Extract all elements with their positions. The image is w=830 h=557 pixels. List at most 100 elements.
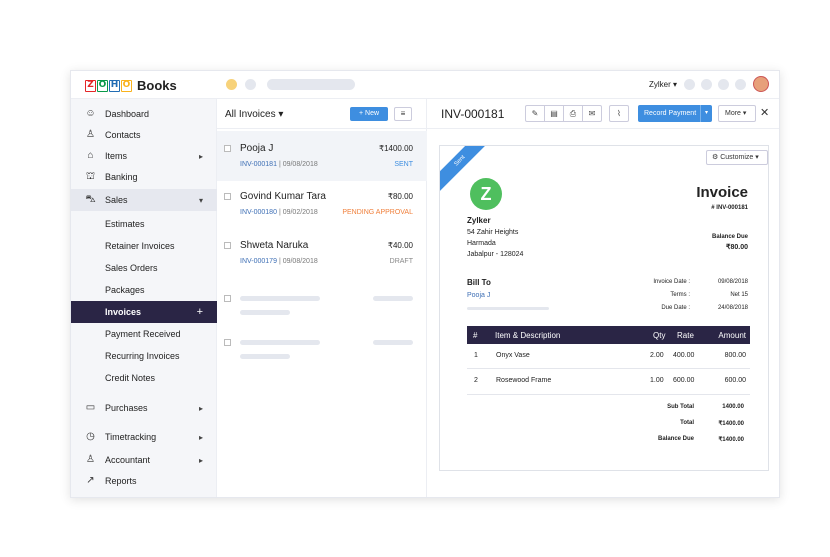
print-button[interactable]: ⎙ bbox=[563, 105, 583, 122]
topbar-icon-4[interactable] bbox=[735, 79, 746, 90]
new-button-label: New bbox=[365, 110, 380, 117]
skeleton-line bbox=[240, 340, 320, 345]
close-icon[interactable]: ✕ bbox=[760, 107, 770, 119]
item-rate: 400.00 bbox=[673, 352, 695, 359]
banking-icon: ⛫ bbox=[85, 171, 96, 182]
invoice-number-line: # INV-000181 bbox=[711, 205, 748, 211]
sidebar-item-dashboard[interactable]: ☺ Dashboard bbox=[71, 103, 217, 125]
invoice-detail-pane: INV-000181 ✎ ▤ ⎙ ✉ ⌇ Record Payment ▾ Mor… bbox=[427, 99, 779, 497]
customer-name: Shweta Naruka bbox=[240, 240, 309, 251]
org-logo: Z bbox=[470, 178, 502, 210]
customize-button[interactable]: ⚙ Customize ▾ bbox=[706, 150, 768, 165]
table-row[interactable]: Pooja J ₹1400.00 INV-000181 | 09/08/2018… bbox=[217, 131, 427, 181]
paperclip-icon: ⌇ bbox=[617, 109, 621, 118]
chevron-down-icon[interactable]: ▾ bbox=[700, 105, 712, 122]
sidebar-subitem-payment-received[interactable]: Payment Received bbox=[71, 323, 217, 345]
plus-icon[interactable]: + bbox=[196, 306, 203, 318]
sidebar-item-items[interactable]: ⌂ Items ▸ bbox=[71, 145, 217, 167]
chevron-right-icon: ▸ bbox=[198, 151, 203, 161]
invoice-number: INV-000181 bbox=[240, 161, 277, 168]
status-badge: DRAFT bbox=[389, 258, 413, 265]
more-button[interactable]: More ▾ bbox=[718, 105, 756, 122]
sidebar-item-label: Accountant bbox=[105, 455, 151, 465]
new-invoice-button[interactable]: + New bbox=[350, 107, 388, 121]
row-divider bbox=[467, 394, 750, 395]
sidebar-item-reports[interactable]: ↗ Reports bbox=[71, 470, 217, 492]
sidebar-subitem-invoices[interactable]: Invoices + bbox=[71, 301, 217, 323]
skeleton-checkbox bbox=[224, 339, 231, 346]
row-divider bbox=[467, 368, 750, 369]
topbar-icon-1[interactable] bbox=[684, 79, 695, 90]
row-checkbox[interactable] bbox=[224, 193, 231, 200]
pencil-icon: ✎ bbox=[531, 109, 539, 118]
meta-value: Net 15 bbox=[730, 292, 748, 298]
page-title: INV-000181 bbox=[441, 107, 505, 121]
sidebar-item-sales[interactable]: ⛍ Sales ▾ bbox=[71, 189, 217, 211]
user-menu[interactable]: Zylker ▾ bbox=[649, 80, 678, 89]
sidebar-subitem-recurring-invoices[interactable]: Recurring Invoices bbox=[71, 345, 217, 367]
bill-to-name[interactable]: Pooja J bbox=[467, 292, 491, 299]
search-placeholder-bar[interactable] bbox=[267, 79, 355, 90]
totals-label: Sub Total bbox=[667, 404, 694, 410]
edit-button[interactable]: ✎ bbox=[525, 105, 545, 122]
zoho-books-logo[interactable]: Z O H O Books bbox=[85, 78, 177, 93]
table-row[interactable]: Govind Kumar Tara ₹80.00 INV-000180 | 09… bbox=[217, 179, 427, 229]
table-row[interactable]: Shweta Naruka ₹40.00 INV-000179 | 09/08/… bbox=[217, 228, 427, 278]
sidebar-item-timetracking[interactable]: ◷ Timetracking ▸ bbox=[71, 426, 217, 448]
col-header: # bbox=[473, 331, 478, 340]
sidebar-subitem-sales-orders[interactable]: Sales Orders bbox=[71, 257, 217, 279]
invoice-heading: Invoice bbox=[696, 184, 748, 201]
record-payment-button[interactable]: Record Payment ▾ bbox=[638, 105, 712, 122]
balance-due-value: ₹80.00 bbox=[726, 244, 748, 251]
skeleton-line bbox=[467, 307, 549, 310]
chevron-down-icon: ▾ bbox=[198, 195, 203, 205]
totals-value: 1400.00 bbox=[722, 404, 744, 410]
invoice-amount: ₹1400.00 bbox=[378, 144, 413, 153]
sidebar-subitem-retainer-invoices[interactable]: Retainer Invoices bbox=[71, 235, 217, 257]
avatar[interactable] bbox=[753, 76, 769, 92]
list-title: All Invoices bbox=[225, 109, 276, 120]
totals-label: Total bbox=[680, 420, 694, 426]
sidebar-item-label: Payment Received bbox=[105, 329, 181, 339]
timetracking-icon: ◷ bbox=[86, 431, 95, 442]
sidebar-item-banking[interactable]: ⛫ Banking bbox=[71, 166, 217, 188]
sales-icon: ⛍ bbox=[85, 194, 96, 205]
detail-header: INV-000181 ✎ ▤ ⎙ ✉ ⌇ Record Payment ▾ Mor… bbox=[427, 99, 779, 129]
chevron-right-icon: ▸ bbox=[198, 432, 203, 442]
topbar-icon-2[interactable] bbox=[701, 79, 712, 90]
email-button[interactable]: ✉ bbox=[582, 105, 602, 122]
sidebar-item-label: Sales Orders bbox=[105, 263, 158, 273]
col-header: Amount bbox=[718, 331, 746, 340]
invoice-amount: ₹40.00 bbox=[387, 241, 413, 250]
meta-label: Invoice Date : bbox=[653, 279, 690, 285]
item-no: 1 bbox=[474, 352, 478, 359]
sidebar-item-contacts[interactable]: ♙ Contacts bbox=[71, 124, 217, 146]
list-header: All Invoices ▾ + New ≡ bbox=[217, 99, 427, 129]
item-no: 2 bbox=[474, 377, 478, 384]
sidebar-item-purchases[interactable]: ▭ Purchases ▸ bbox=[71, 397, 217, 419]
skeleton-line bbox=[373, 296, 413, 301]
item-qty: 2.00 bbox=[650, 352, 664, 359]
col-header: Rate bbox=[677, 331, 694, 340]
list-menu-button[interactable]: ≡ bbox=[394, 107, 412, 121]
sidebar-subitem-credit-notes[interactable]: Credit Notes bbox=[71, 367, 217, 389]
row-checkbox[interactable] bbox=[224, 242, 231, 249]
row-checkbox[interactable] bbox=[224, 145, 231, 152]
sidebar-item-label: Timetracking bbox=[105, 432, 157, 442]
status-badge: PENDING APPROVAL bbox=[342, 209, 413, 216]
list-filter-dropdown[interactable]: All Invoices ▾ bbox=[225, 109, 284, 120]
customer-name: Pooja J bbox=[240, 143, 274, 154]
sidebar: ☺ Dashboard ♙ Contacts ⌂ Items ▸ ⛫ Banki… bbox=[71, 99, 217, 497]
hamburger-icon: ≡ bbox=[400, 109, 406, 118]
logo-letter-o2: O bbox=[121, 79, 132, 92]
attach-button[interactable]: ⌇ bbox=[609, 105, 629, 122]
topbar-icon-3[interactable] bbox=[718, 79, 729, 90]
app-window: Z O H O Books Zylker ▾ ☺ Dashboard ♙ Con… bbox=[70, 70, 780, 498]
sidebar-item-accountant[interactable]: ♙ Accountant ▸ bbox=[71, 449, 217, 471]
sidebar-subitem-packages[interactable]: Packages bbox=[71, 279, 217, 301]
meta-label: Terms : bbox=[670, 292, 690, 298]
item-amount: 600.00 bbox=[724, 377, 746, 384]
pdf-button[interactable]: ▤ bbox=[544, 105, 564, 122]
balance-due-label: Balance Due bbox=[711, 234, 748, 240]
sidebar-subitem-estimates[interactable]: Estimates bbox=[71, 213, 217, 235]
